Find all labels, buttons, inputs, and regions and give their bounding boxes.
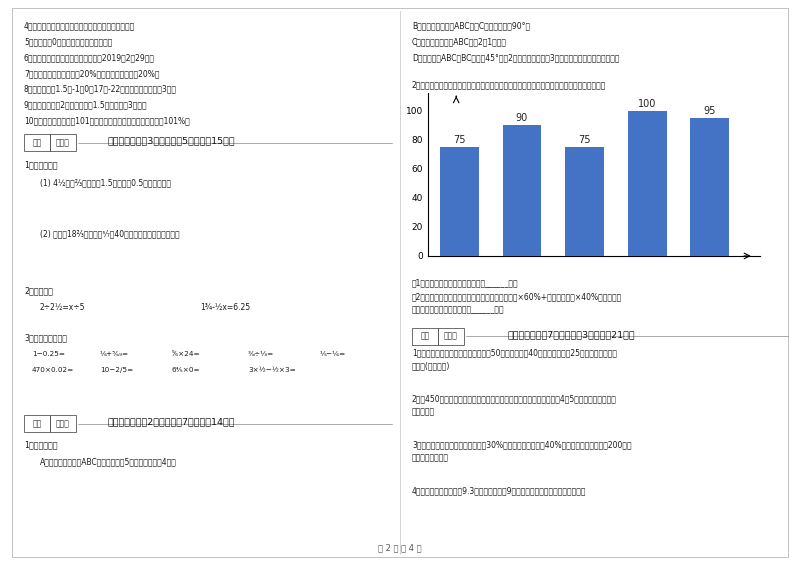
Text: 3．直接写出得数：: 3．直接写出得数： — [24, 333, 67, 342]
Text: 10−2/5=: 10−2/5= — [100, 367, 134, 373]
Text: B、将下面的三角形ABC，绕C点顺时针旋转90°。: B、将下面的三角形ABC，绕C点顺时针旋转90°。 — [412, 21, 530, 31]
Text: C、将下面的三角形ABC，按2：1放大。: C、将下面的三角形ABC，按2：1放大。 — [412, 37, 507, 46]
Text: 评卷人: 评卷人 — [56, 419, 70, 428]
Text: A、将下面的三角形ABC，先向下平移5格，再向左平移4格。: A、将下面的三角形ABC，先向下平移5格，再向左平移4格。 — [40, 458, 177, 467]
Text: 9．（　　）零下2摄氏度与零上1.5摄氏度相差3摄氏。: 9．（ ）零下2摄氏度与零上1.5摄氏度相差3摄氏。 — [24, 101, 148, 110]
Text: 几天？(用比例解): 几天？(用比例解) — [412, 362, 450, 371]
Text: 第 2 页 共 4 页: 第 2 页 共 4 页 — [378, 544, 422, 553]
Bar — [438, 328, 464, 345]
Text: 75: 75 — [578, 135, 591, 145]
Text: 5．（　　）0既不是正数，也不是负数。: 5．（ ）0既不是正数，也不是负数。 — [24, 37, 112, 46]
Bar — [50, 134, 76, 151]
Text: （1）王平四次平时成绩的平均分是______分。: （1）王平四次平时成绩的平均分是______分。 — [412, 278, 518, 287]
Text: 8．（　　）在1.5，-1，0，17，-22这五个数中，负数有3个。: 8．（ ）在1.5，-1，0，17，-22这五个数中，负数有3个。 — [24, 85, 177, 94]
Bar — [24, 134, 50, 151]
Text: ⅜÷⅓=: ⅜÷⅓= — [248, 351, 274, 358]
Text: 苗多少棵？: 苗多少棵？ — [412, 407, 435, 416]
Text: 7．（　　）甲数比乙数少20%，那么乙数比甲数多20%。: 7．（ ）甲数比乙数少20%，那么乙数比甲数多20%。 — [24, 69, 159, 78]
Text: 100: 100 — [638, 99, 657, 109]
Text: D、在三角形ABC的BC面偏东45°方向2厘米处画一个直径3厘米的圆（长度为实际长度）。: D、在三角形ABC的BC面偏东45°方向2厘米处画一个直径3厘米的圆（长度为实际… — [412, 53, 619, 62]
Bar — [24, 415, 50, 432]
Text: 得分: 得分 — [32, 419, 42, 428]
Bar — [628, 111, 666, 256]
Text: 6．（　　）一份合同书的签订日期是2019年2月29日。: 6．（ ）一份合同书的签订日期是2019年2月29日。 — [24, 53, 155, 62]
Text: 2、把450根树苗分给一中队、二中队，使两个中队分得的树苗的比是4：5，每个中队各分到树: 2、把450根树苗分给一中队、二中队，使两个中队分得的树苗的比是4：5，每个中队… — [412, 394, 617, 403]
Text: 75: 75 — [453, 135, 466, 145]
Bar — [440, 147, 478, 256]
Text: 1−0.25=: 1−0.25= — [32, 351, 65, 358]
Text: (2) 甲数是18⅔，乙数的⁵⁄₇是40，甲数是乙数的百分之几？: (2) 甲数是18⅔，乙数的⁵⁄₇是40，甲数是乙数的百分之几？ — [40, 229, 180, 238]
Text: 1、学校食堂买来一批煤，计划每天烧50千克，可以烧40天，实际每天烧25千克，这样可以烧: 1、学校食堂买来一批煤，计划每天烧50千克，可以烧40天，实际每天烧25千克，这… — [412, 349, 617, 358]
Text: 4．（　　）圆柱的体积一定，底面积和高成反比例。: 4．（ ）圆柱的体积一定，底面积和高成反比例。 — [24, 21, 135, 31]
Text: 95: 95 — [704, 106, 716, 116]
Text: 2÷2½=x÷5: 2÷2½=x÷5 — [40, 303, 86, 312]
Text: 这段公路有多长？: 这段公路有多长？ — [412, 453, 449, 462]
Text: （2）数学学期成绩是这样算的：平时成绩的平均分×60%+期末测验成绩×40%，王平六年: （2）数学学期成绩是这样算的：平时成绩的平均分×60%+期末测验成绩×40%，王… — [412, 292, 622, 301]
Text: 得分: 得分 — [420, 332, 430, 341]
Text: 90: 90 — [516, 114, 528, 123]
Text: 2、如图是王平六年级第一学期四次数学平时成绩和数学期末测试成绩统计图，请根据图填空：: 2、如图是王平六年级第一学期四次数学平时成绩和数学期末测试成绩统计图，请根据图填… — [412, 80, 606, 89]
Text: 四、计算题（共3小题，每题5分，共计15分）: 四、计算题（共3小题，每题5分，共计15分） — [108, 137, 236, 146]
Text: ⅙+⅚₉=: ⅙+⅚₉= — [100, 351, 129, 358]
Text: 3×½−½×3=: 3×½−½×3= — [248, 367, 296, 373]
Text: 470×0.02=: 470×0.02= — [32, 367, 74, 373]
Bar — [412, 328, 438, 345]
Bar — [502, 125, 542, 256]
Text: 1．依次解答：: 1．依次解答： — [24, 441, 58, 450]
Text: 六、应用题（共7小题，每题3分，共计21分）: 六、应用题（共7小题，每题3分，共计21分） — [508, 330, 636, 339]
Text: 评卷人: 评卷人 — [56, 138, 70, 147]
Text: ⅕−⅙=: ⅕−⅙= — [320, 351, 346, 358]
Text: 6⅘×0=: 6⅘×0= — [172, 367, 201, 373]
Text: 2．解方程：: 2．解方程： — [24, 286, 53, 295]
Text: 4、学校食堂五月份烧煤9.3吨，六月份烧煤9吨，两个月平均每天烧煤多少千克？: 4、学校食堂五月份烧煤9.3吨，六月份烧煤9吨，两个月平均每天烧煤多少千克？ — [412, 486, 586, 495]
Bar — [690, 118, 730, 256]
Text: 五、综合题（共2小题，每题7分，共计14分）: 五、综合题（共2小题，每题7分，共计14分） — [108, 418, 235, 427]
Text: 1¾-½x=6.25: 1¾-½x=6.25 — [200, 303, 250, 312]
Bar — [565, 147, 604, 256]
Bar — [50, 415, 76, 432]
Text: 评卷人: 评卷人 — [444, 332, 458, 341]
Text: 3、修一段公路，第一天修了全长的30%，第二天修了全长的40%，第二天比第一天多修200米，: 3、修一段公路，第一天修了全长的30%，第二天修了全长的40%，第二天比第一天多… — [412, 440, 632, 449]
Text: 级第一学期的数学学期成绩是______分。: 级第一学期的数学学期成绩是______分。 — [412, 305, 505, 314]
Text: (1) 4½乘以⅔的积减去1.5，再除以0.5，商是多少？: (1) 4½乘以⅔的积减去1.5，再除以0.5，商是多少？ — [40, 179, 171, 188]
Text: 10．（　　）李阿姨做101个零件，全部合格，合格率就达到了101%。: 10．（ ）李阿姨做101个零件，全部合格，合格率就达到了101%。 — [24, 116, 190, 125]
Text: 1．列式计算：: 1．列式计算： — [24, 160, 58, 169]
Text: ⁵⁄₆×24=: ⁵⁄₆×24= — [172, 351, 201, 358]
Text: 得分: 得分 — [32, 138, 42, 147]
